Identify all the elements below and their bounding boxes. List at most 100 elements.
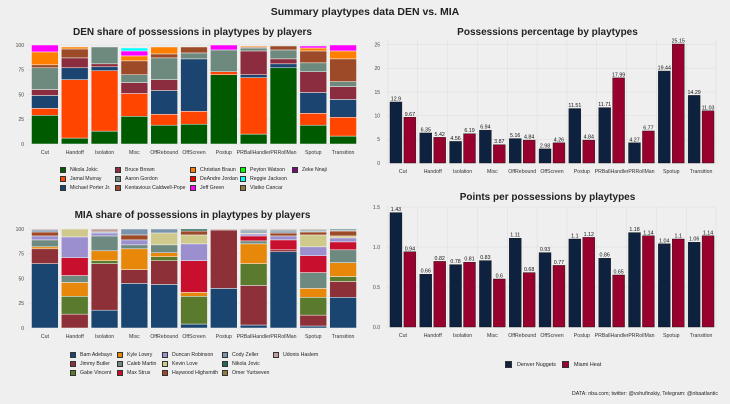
legend-label-denver: Denver Nuggets: [517, 361, 556, 368]
data-label: 25.15: [672, 39, 685, 45]
x-tick-label: PRRollMan: [270, 334, 296, 340]
data-label: 4.26: [554, 137, 564, 143]
data-label: 0.66: [421, 269, 431, 275]
bar-segment-spotup-udonis-haslem: [299, 228, 327, 231]
data-label: 0.83: [480, 255, 490, 261]
bar-segment-offscreen-kentavious-caldwell-pope: [180, 46, 208, 54]
legend-label: Duncan Robinson: [172, 351, 214, 358]
legend-label: Gabe Vincent: [80, 369, 112, 376]
bar-segment-cut-jeff-green: [31, 44, 59, 53]
legend-label: Caleb Martin: [127, 360, 157, 367]
bar-offrebound-miami-heat: [522, 139, 536, 164]
mia-stacked-chart: 0 25 50 75 100 Cut Handoff Isolation Misc OffRebo…: [16, 227, 358, 340]
data-label: 9.67: [405, 112, 415, 118]
legend-swatch: [222, 360, 228, 367]
bar-segment-isolation-udonis-haslem: [90, 228, 119, 233]
x-tick-label: Handoff: [424, 333, 443, 339]
legend-swatch: [162, 369, 168, 376]
x-tick-label: OffRebound: [150, 334, 178, 340]
bar-postup-miami-heat: [582, 139, 595, 164]
legend-swatch: [273, 351, 279, 358]
ppp-chart-title: Points per possessions by playtypes: [459, 192, 636, 203]
legend-item-nikola-jovic: Nikola Jovic: [222, 359, 269, 368]
data-label: 1.04: [659, 238, 669, 244]
x-tick-label: PRRollMan: [270, 150, 296, 156]
legend-item-udonis-haslem: Udonis Haslem: [273, 350, 318, 359]
bar-segment-handoff-jamal-murray: [61, 79, 89, 139]
x-tick-label: PRBallHandler: [595, 169, 629, 175]
data-label: 1.14: [643, 230, 653, 236]
legend-label: Udonis Haslem: [283, 351, 319, 358]
y-tick-label: 15: [374, 90, 380, 96]
bar-segment-postup-nikola-jokic: [210, 74, 238, 145]
legend-column: Peyton Watson Reggie Jackson Vlatko Cancar: [240, 165, 287, 192]
legend-label: Bam Adebayo: [80, 351, 113, 358]
bar-prballhandler-denver-nuggets: [598, 107, 611, 164]
main-title: Summary playtypes data DEN vs. MIA: [270, 6, 460, 18]
legend-item-cody-zeller: Cody Zeller: [222, 350, 269, 359]
data-label: 3.87: [494, 139, 504, 145]
legend-swatch: [70, 369, 76, 376]
data-label: 1.18: [629, 227, 639, 233]
legend-label: Max Strus: [127, 369, 151, 376]
data-label: 0.78: [450, 259, 460, 265]
data-label: 6.35: [421, 127, 431, 133]
bar-handoff-denver-nuggets: [419, 132, 432, 164]
y-tick-label: 75: [18, 252, 24, 258]
data-label: 0.6: [496, 274, 503, 280]
data-label: 0.86: [600, 253, 610, 259]
y-tick-label: 75: [18, 68, 24, 74]
legend-swatch: [292, 166, 298, 173]
legend-label: Omer Yurtseven: [232, 369, 270, 376]
legend-label: Jamal Murray: [70, 175, 102, 182]
bar-segment-isolation-jimmy-butler: [90, 263, 119, 311]
bar-segment-prrollman-bam-adebayo: [269, 251, 298, 329]
data-label: 11.51: [568, 103, 581, 109]
bar-isolation-denver-nuggets: [449, 264, 462, 328]
data-label: 0.94: [405, 246, 415, 252]
legend-column: Cody Zeller Nikola Jovic Omer Yurtseven: [222, 350, 269, 377]
bar-segment-handoff-kevin-love: [61, 228, 89, 238]
bar-offrebound-denver-nuggets: [509, 237, 522, 328]
y-tick-label: 1.0: [373, 245, 380, 251]
legend-item-duncan-robinson: Duncan Robinson: [162, 350, 218, 359]
x-tick-label: PRRollMan: [628, 169, 654, 175]
bar-segment-cut-nikola-jokic: [31, 115, 59, 145]
data-label: 1.11: [510, 233, 520, 239]
x-tick-label: Postup: [216, 334, 232, 340]
x-tick-label: PRBallHandler: [237, 150, 271, 156]
bar-segment-postup-jeff-green: [210, 44, 238, 51]
legend-label: Kyle Lowry: [127, 351, 153, 358]
legend-item-christian-braun: Christian Braun: [190, 165, 238, 174]
legend-item-jimmy-butler: Jimmy Butler: [70, 359, 112, 368]
data-label: 0.68: [524, 267, 534, 273]
bar-transition-miami-heat: [701, 235, 715, 328]
legend-swatch: [190, 166, 196, 173]
den-stacked-chart: 0 25 50 75 100 Cut Handoff Isolation Misc OffRebo…: [16, 43, 358, 156]
x-tick-label: PRBallHandler: [237, 334, 271, 340]
bar-segment-prballhandler-christian-braun: [239, 45, 268, 48]
x-tick-label: Transition: [690, 333, 713, 339]
bar-handoff-denver-nuggets: [419, 274, 432, 328]
legend-label: Zeke Nnaji: [302, 166, 327, 173]
x-tick-label: Isolation: [95, 334, 114, 340]
bar-prrollman-miami-heat: [642, 235, 655, 328]
bar-spotup-denver-nuggets: [658, 243, 671, 328]
y-tick-label: 0.0: [373, 325, 380, 331]
bar-misc-denver-nuggets: [479, 129, 492, 164]
bar-transition-denver-nuggets: [687, 241, 701, 328]
y-tick-label: 100: [16, 227, 25, 233]
x-tick-label: Spotup: [663, 333, 680, 339]
legend-column: Duncan Robinson Kevin Love Haywood Highsmi…: [162, 350, 218, 377]
legend-item-bam-adebayo: Bam Adebayo: [70, 350, 112, 359]
bar-segment-prrollman-kentavious-caldwell-pope: [269, 45, 298, 51]
legend-swatch: [117, 360, 123, 367]
legend-label-miami: Miami Heat: [573, 361, 602, 368]
legend-column: Zeke Nnaji: [292, 165, 327, 174]
data-label: 17.99: [612, 72, 625, 78]
x-tick-label: OffRebound: [150, 150, 178, 156]
legend-column: Bruce Brown Aaron Gordon Kentavious Caldwe…: [115, 165, 186, 192]
bar-transition-miami-heat: [701, 110, 715, 164]
bar-segment-offrebound-cody-zeller: [150, 228, 178, 234]
bar-prballhandler-miami-heat: [612, 77, 625, 164]
